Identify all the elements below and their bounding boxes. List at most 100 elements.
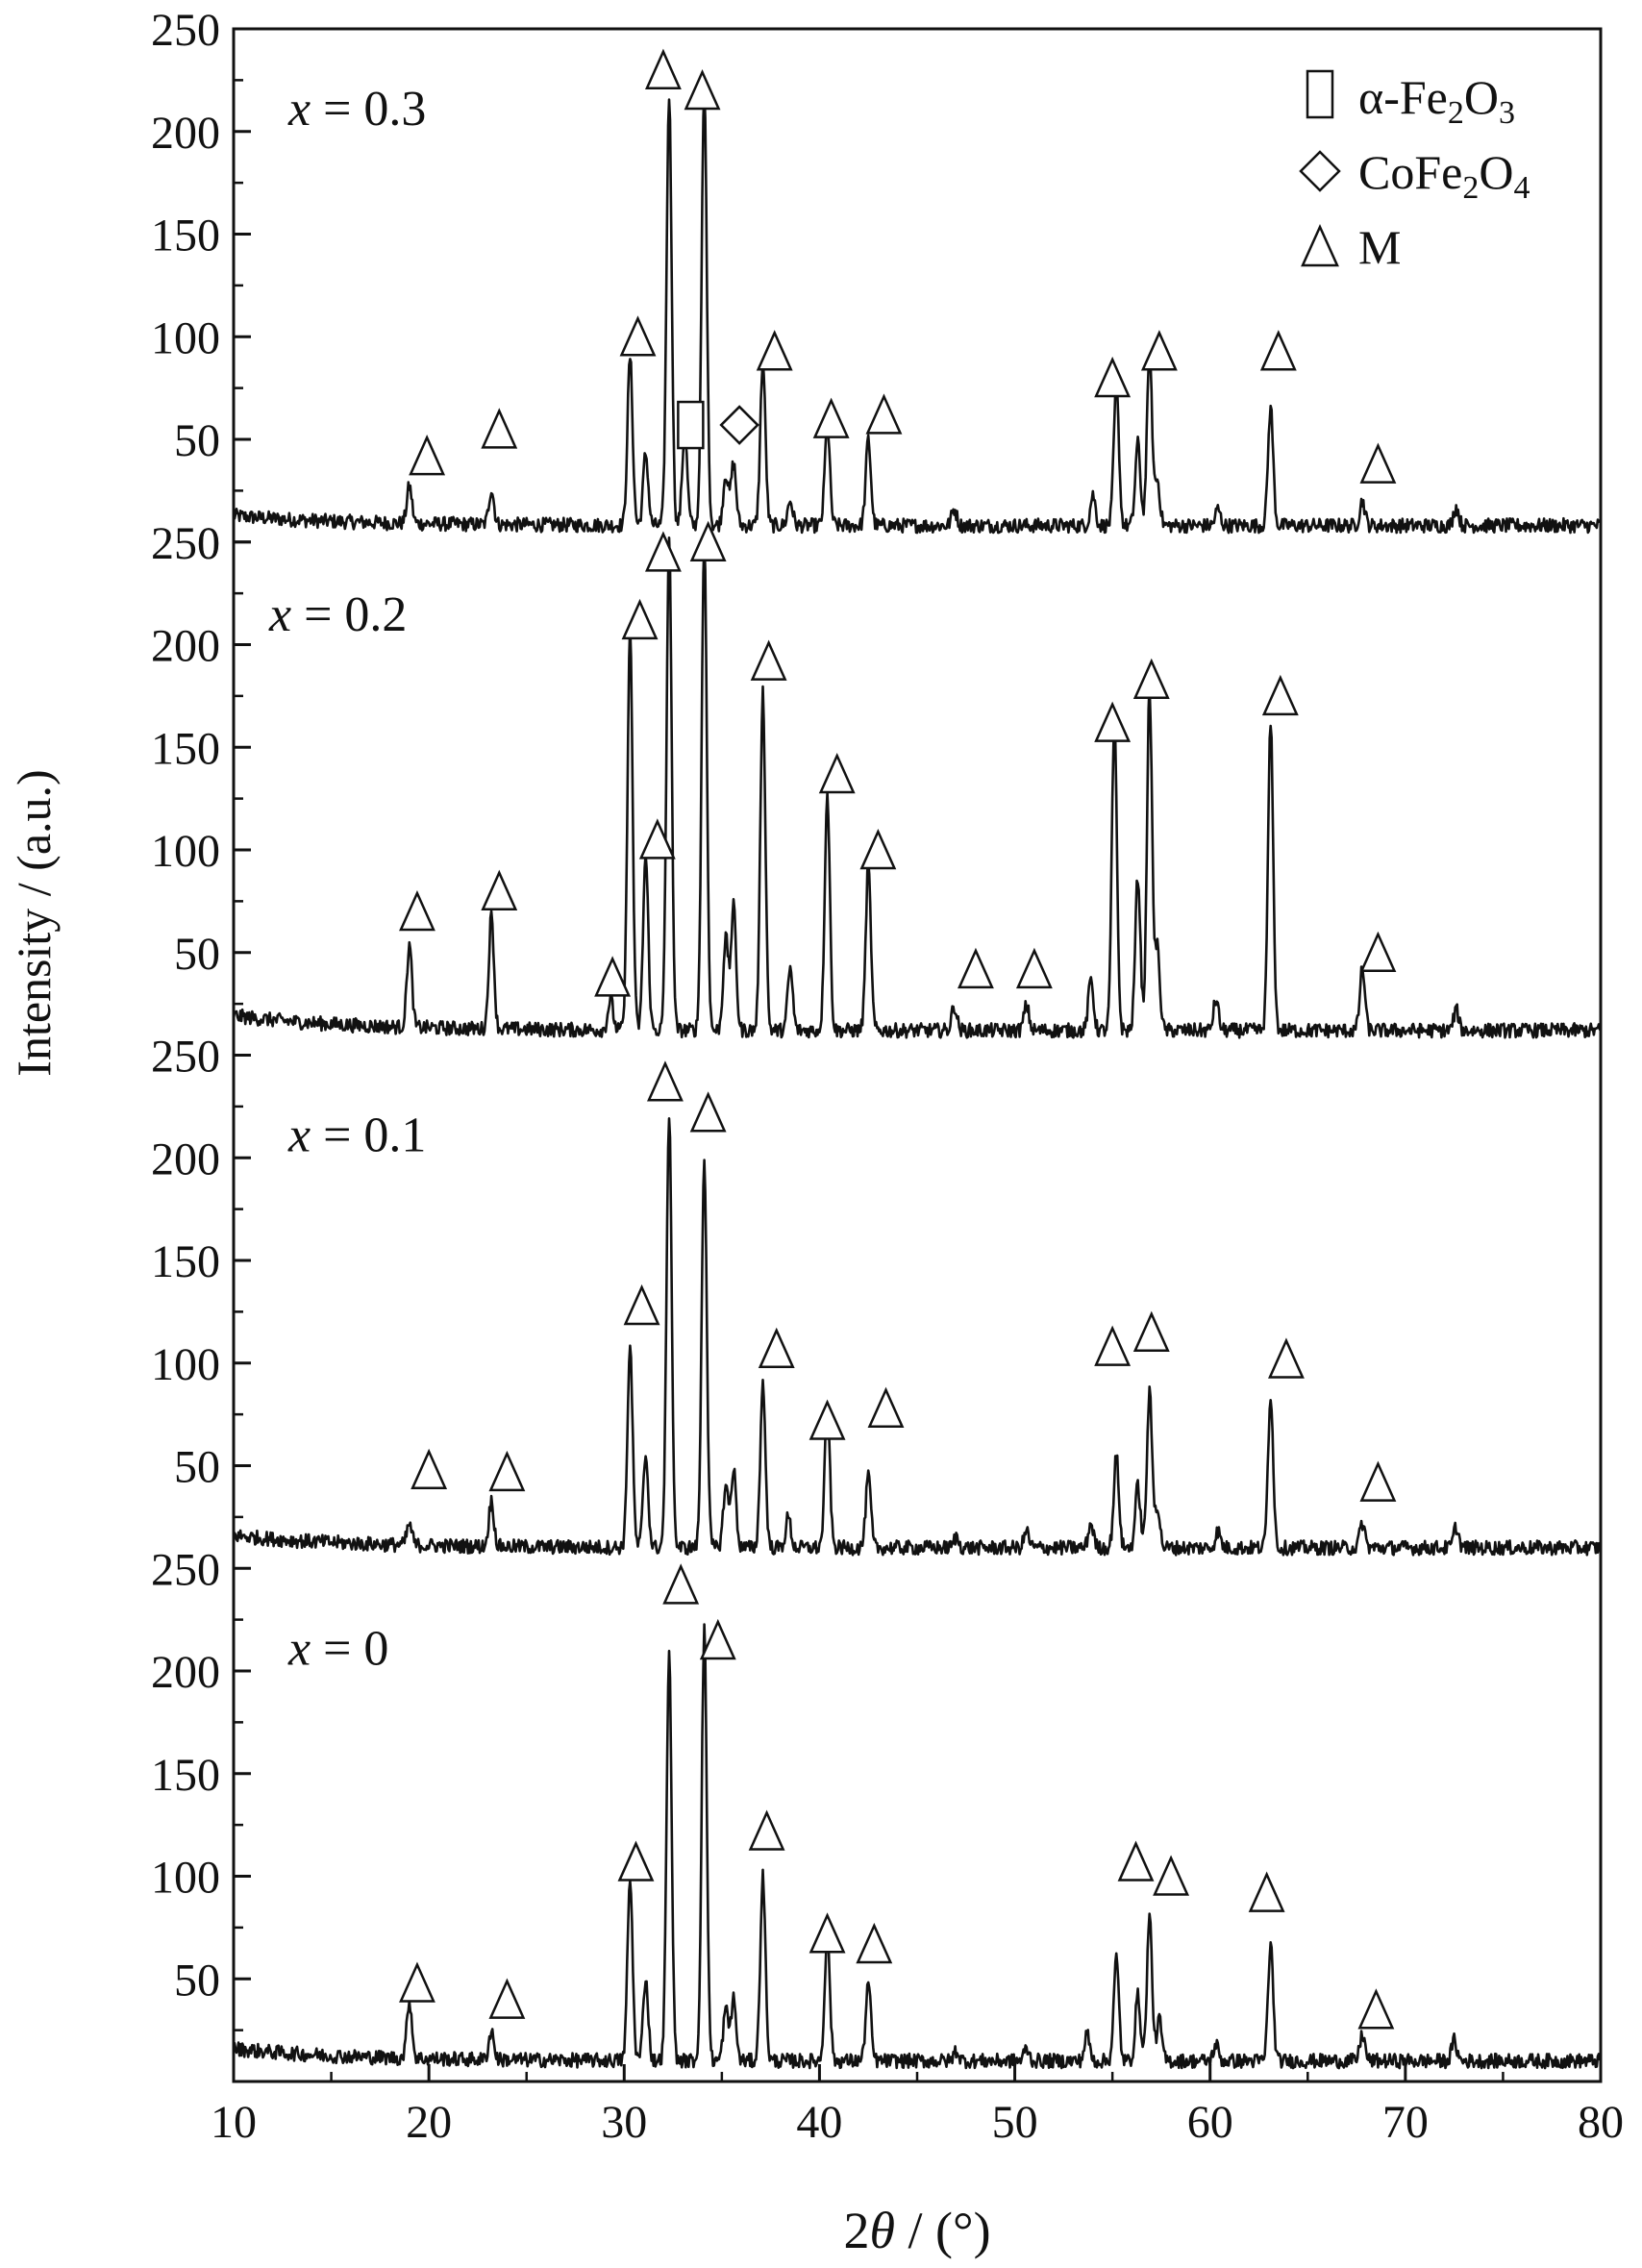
y-tick-label-1-3: 150 — [151, 723, 220, 774]
phase-marker-triangle-3-0 — [399, 1961, 435, 2003]
legend-text-pre-0: α-Fe — [1358, 70, 1448, 124]
series-label-0: x = 0.3 — [287, 82, 426, 137]
phase-marker-triangle-2-1 — [488, 1450, 526, 1492]
y-tick-label-1-2: 100 — [151, 826, 220, 877]
legend-text-pre-2: M — [1358, 220, 1401, 274]
series-label-var-0: x — [287, 82, 311, 137]
phase-marker-diamond-0-6 — [719, 405, 759, 445]
y-tick-label-1-1: 50 — [174, 929, 220, 980]
axes: 0501001502002505010015020025050100150200… — [151, 5, 1624, 2148]
series-label-var-3: x — [287, 1621, 311, 1676]
phase-marker-triangle-1-15 — [1359, 931, 1397, 972]
phase-marker-triangle-3-9 — [1153, 1855, 1190, 1896]
x-tick-label-5: 60 — [1187, 2097, 1233, 2148]
series-label-rest-3: = 0 — [311, 1621, 388, 1676]
y-tick-label-0-5: 250 — [151, 5, 220, 56]
y-tick-label-3-5: 250 — [151, 1544, 220, 1595]
y-tick-label-3-2: 100 — [151, 1853, 220, 1904]
series-label-rest-1: = 0.2 — [291, 587, 407, 642]
series-line-1 — [232, 536, 1603, 1039]
legend-text-sub2-0: 3 — [1499, 95, 1515, 131]
legend-text-sub1-1: 2 — [1462, 170, 1479, 206]
phase-marker-triangle-1-5 — [644, 531, 682, 572]
phase-marker-triangle-0-0 — [409, 435, 446, 476]
y-tick-label-0-0: 0 — [197, 518, 220, 569]
series-label-3: x = 0 — [287, 1621, 388, 1676]
phase-marker-triangle-1-1 — [481, 869, 518, 910]
series-label-rest-2: = 0.1 — [311, 1109, 426, 1163]
phase-marker-triangle-1-11 — [1015, 947, 1053, 989]
x-tick-label-6: 70 — [1382, 2097, 1429, 2148]
phase-marker-triangle-3-1 — [488, 1978, 526, 2019]
phase-marker-triangle-2-2 — [623, 1284, 660, 1326]
phase-marker-triangle-2-0 — [410, 1448, 448, 1490]
phase-marker-triangle-0-12 — [1259, 330, 1297, 371]
y-tick-label-0-3: 150 — [151, 211, 220, 262]
series-label-2: x = 0.1 — [287, 1109, 426, 1163]
phase-marker-triangle-3-7 — [856, 1922, 893, 1964]
x-tick-label-3: 40 — [796, 2097, 842, 2148]
x-tick-label-4: 50 — [992, 2097, 1038, 2148]
plot-area: x = 0.3x = 0.2x = 0.1x = 0 — [232, 48, 1603, 2070]
phase-marker-triangle-0-11 — [1140, 330, 1178, 371]
series-label-var-1: x — [268, 587, 291, 642]
series-label-rest-0: = 0.3 — [311, 82, 426, 137]
series-label-1: x = 0.2 — [268, 587, 407, 642]
phase-marker-triangle-2-10 — [1268, 1337, 1305, 1379]
legend-marker-square — [1306, 69, 1334, 119]
y-tick-label-3-4: 200 — [151, 1647, 220, 1698]
series-1: x = 0.2 — [232, 520, 1603, 1039]
series-label-var-2: x — [287, 1109, 311, 1163]
phase-marker-triangle-1-9 — [859, 828, 897, 870]
y-tick-label-3-3: 150 — [151, 1750, 220, 1801]
phase-marker-triangle-2-9 — [1132, 1310, 1170, 1352]
legend-marker-triangle — [1301, 223, 1339, 267]
series-line-0 — [232, 89, 1602, 535]
phase-marker-triangle-3-10 — [1248, 1871, 1285, 1912]
phase-marker-square-0-5 — [677, 400, 705, 450]
x-tick-label-7: 80 — [1578, 2097, 1624, 2148]
x-tick-label-2: 30 — [601, 2097, 647, 2148]
y-tick-label-2-5: 250 — [151, 1032, 220, 1083]
phase-marker-triangle-3-6 — [809, 1912, 846, 1954]
phase-marker-triangle-2-5 — [758, 1327, 795, 1369]
phase-marker-triangle-2-8 — [1094, 1325, 1132, 1366]
phase-marker-triangle-1-13 — [1132, 658, 1170, 700]
phase-marker-triangle-0-10 — [1094, 356, 1132, 398]
x-axis-label-var: θ — [869, 2202, 895, 2259]
plot-frame — [232, 27, 1603, 2083]
phase-marker-triangle-3-5 — [748, 1809, 785, 1851]
legend-label-0: α-Fe2O3 — [1358, 70, 1515, 131]
legend-text-sub1-0: 2 — [1448, 95, 1464, 131]
series-3: x = 0 — [232, 1563, 1603, 2070]
phase-marker-triangle-3-3 — [662, 1563, 700, 1605]
phase-marker-triangle-3-8 — [1117, 1840, 1155, 1882]
x-tick-label-1: 20 — [406, 2097, 452, 2148]
y-tick-label-2-1: 50 — [174, 1442, 220, 1493]
y-tick-label-1-4: 200 — [151, 621, 220, 672]
series-0: x = 0.3 — [232, 48, 1602, 535]
x-axis-label-post: / (°) — [895, 2202, 991, 2259]
y-tick-label-3-1: 50 — [174, 1955, 220, 2006]
phase-marker-triangle-0-3 — [644, 48, 682, 89]
legend-text-mid-1: O — [1479, 145, 1513, 199]
phase-marker-triangle-2-11 — [1359, 1460, 1397, 1502]
legend-text-mid-0: O — [1464, 70, 1499, 124]
phase-marker-triangle-0-2 — [619, 315, 657, 357]
y-axis-label: Intensity / (a.u.) — [7, 769, 61, 1076]
y-tick-label-1-5: 250 — [151, 518, 220, 569]
phase-marker-triangle-3-4 — [699, 1618, 736, 1660]
phase-marker-triangle-1-6 — [689, 520, 727, 561]
phase-marker-triangle-1-7 — [750, 639, 787, 681]
phase-marker-triangle-1-14 — [1261, 674, 1299, 716]
phase-marker-triangle-1-12 — [1094, 701, 1132, 742]
x-axis-label-pre: 2 — [843, 2202, 869, 2259]
phase-marker-triangle-1-8 — [818, 752, 856, 794]
y-tick-label-2-3: 150 — [151, 1236, 220, 1287]
phase-marker-triangle-0-7 — [756, 330, 793, 371]
phase-marker-triangle-0-13 — [1359, 442, 1397, 484]
y-tick-label-0-1: 50 — [174, 415, 220, 466]
phase-marker-triangle-2-6 — [809, 1399, 846, 1440]
x-axis-label: 2θ / (°) — [843, 2202, 990, 2259]
x-tick-label-0: 10 — [211, 2097, 257, 2148]
